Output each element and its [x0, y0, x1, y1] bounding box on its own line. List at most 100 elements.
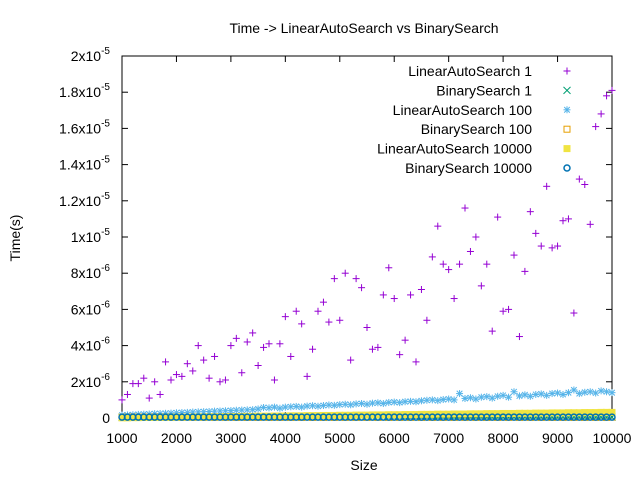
data-point [499, 391, 507, 399]
data-point [270, 403, 278, 411]
data-point [559, 217, 567, 225]
data-point [341, 269, 349, 277]
data-point [379, 291, 387, 299]
data-point [347, 356, 355, 364]
data-point [270, 376, 278, 384]
legend-marker [563, 86, 571, 95]
data-point [368, 345, 376, 353]
y-tick-label: 1.4x10-5 [59, 155, 110, 173]
data-point [586, 220, 594, 228]
data-point [581, 388, 589, 396]
data-point [276, 404, 284, 412]
data-point [162, 358, 170, 366]
data-point [276, 340, 284, 348]
data-point [303, 372, 311, 380]
data-point [336, 401, 344, 409]
series-6 [118, 413, 616, 421]
data-point [238, 406, 246, 414]
data-point [260, 343, 268, 351]
y-tick-label: 2x10-5 [71, 46, 111, 64]
data-point [554, 389, 562, 397]
data-point [249, 406, 257, 414]
legend-label: LinearAutoSearch 10000 [377, 141, 532, 157]
data-point [603, 388, 611, 396]
data-point [515, 333, 523, 341]
data-point [358, 284, 366, 292]
data-point [134, 380, 142, 388]
data-point [298, 403, 306, 411]
y-tick-label: 0 [102, 410, 110, 426]
data-point [396, 351, 404, 359]
plot-area [121, 55, 613, 419]
y-tick-label: 8x10-6 [71, 263, 111, 281]
data-point [374, 343, 382, 351]
data-point [428, 396, 436, 404]
data-point [608, 413, 616, 421]
data-point [417, 397, 425, 405]
data-point [172, 371, 180, 379]
y-tick-label: 2x10-6 [71, 372, 111, 390]
x-tick-label: 1000 [106, 430, 137, 446]
data-point [194, 342, 202, 350]
data-point [466, 247, 474, 255]
data-point [232, 406, 240, 414]
data-point [554, 242, 562, 250]
x-tick-label: 9000 [542, 430, 573, 446]
data-point [461, 394, 469, 402]
data-point [439, 396, 447, 404]
data-point [488, 394, 496, 402]
data-point [570, 386, 578, 394]
data-point [456, 390, 464, 398]
x-tick-label: 3000 [215, 430, 246, 446]
data-point [292, 307, 300, 315]
y-tick-label: 1.8x10-5 [59, 82, 110, 100]
data-point [118, 396, 126, 404]
data-point [597, 110, 605, 118]
data-point [434, 397, 442, 405]
data-point [548, 390, 556, 398]
x-tick-label: 10000 [593, 430, 632, 446]
data-point [488, 327, 496, 335]
data-point [178, 372, 186, 380]
data-point [597, 387, 605, 395]
legend-marker [563, 125, 571, 133]
data-point [548, 244, 556, 252]
data-point [434, 222, 442, 230]
data-point [341, 400, 349, 408]
data-point [156, 390, 164, 398]
data-point [526, 392, 534, 400]
data-point [216, 378, 224, 386]
data-point [532, 390, 540, 398]
data-point [309, 345, 317, 353]
y-tick-label: 4x10-6 [71, 336, 111, 354]
x-axis-label: Size [350, 457, 377, 473]
data-point [363, 400, 371, 408]
data-point [477, 393, 485, 401]
data-point [298, 320, 306, 328]
legend-marker [563, 67, 571, 75]
x-tick-label: 7000 [433, 430, 464, 446]
data-point [385, 264, 393, 272]
data-point [472, 395, 480, 403]
data-point [407, 291, 415, 299]
data-point [477, 282, 485, 290]
data-point [494, 392, 502, 400]
data-point [515, 392, 523, 400]
data-point [363, 324, 371, 331]
data-point [483, 260, 491, 268]
data-point [608, 408, 616, 416]
data-point [319, 402, 327, 410]
x-tick-label: 2000 [161, 430, 192, 446]
data-point [314, 307, 322, 315]
x-tick-label: 6000 [379, 430, 410, 446]
legend-label: LinearAutoSearch 1 [408, 63, 532, 79]
data-point [445, 266, 453, 274]
data-point [608, 86, 616, 94]
chart-title: Time -> LinearAutoSearch vs BinarySearch [229, 20, 498, 36]
data-point [254, 405, 262, 413]
legend-marker [563, 106, 571, 114]
legend-label: BinarySearch 1 [436, 82, 532, 98]
data-point [559, 390, 567, 398]
data-point [564, 389, 572, 397]
legend-marker [563, 145, 571, 153]
